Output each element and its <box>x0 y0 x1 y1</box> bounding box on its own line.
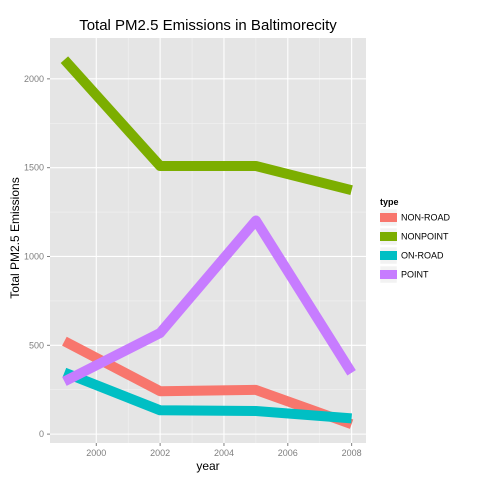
axis-ticks: 2000 2002 2004 2006 2008 0 500 1000 1500 2000 <box>24 74 362 458</box>
x-tick-label: 2006 <box>278 448 298 458</box>
x-axis-title: year <box>196 459 219 473</box>
legend-label-point: POINT <box>401 270 429 280</box>
legend-title: type <box>380 197 399 207</box>
series-line-nonpoint <box>60 56 353 196</box>
y-tick-label: 2000 <box>24 74 44 84</box>
series-line-on-road <box>62 367 352 424</box>
x-tick-label: 2008 <box>342 448 362 458</box>
x-tick-label: 2004 <box>214 448 234 458</box>
legend-label-non-road: NON-ROAD <box>401 213 450 223</box>
series-line-point <box>62 215 356 386</box>
legend-label-nonpoint: NONPOINT <box>401 232 449 242</box>
grid <box>50 38 366 443</box>
y-tick-label: 0 <box>39 429 44 439</box>
series-line-non-road <box>62 336 354 429</box>
y-axis-title: Total PM2.5 Emissions <box>8 177 22 298</box>
legend: type NON-ROAD NONPOINT ON-ROAD POINT <box>379 197 450 284</box>
x-tick-label: 2002 <box>150 448 170 458</box>
x-tick-label: 2000 <box>86 448 106 458</box>
y-tick-label: 1500 <box>24 163 44 173</box>
y-tick-label: 1000 <box>24 251 44 261</box>
chart-title: Total PM2.5 Emissions in Baltimorecity <box>79 17 337 34</box>
series-lines <box>60 56 356 429</box>
legend-label-on-road: ON-ROAD <box>401 251 444 261</box>
y-tick-label: 500 <box>29 340 44 350</box>
